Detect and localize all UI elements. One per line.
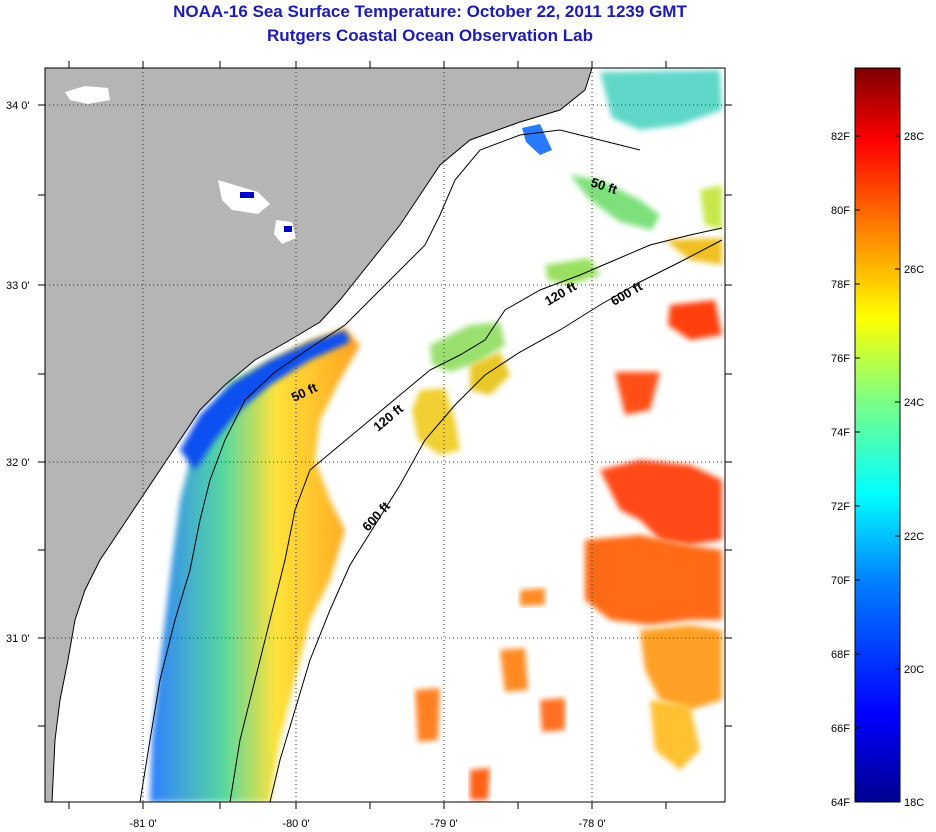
lake-cold [240,192,254,198]
sst-warm-patch [668,300,722,340]
colorbar-f-label: 82F [831,131,850,143]
colorbar-f-label: 68F [831,649,850,661]
lon-label: -81 0' [129,818,156,830]
isobath-120ft [229,227,723,802]
chart-title: NOAA-16 Sea Surface Temperature: October… [173,2,687,21]
graticule [45,68,725,802]
sst-patch [412,388,460,455]
colorbar-f-label: 70F [831,575,850,587]
sst-warm-patch [520,588,545,606]
colorbar-f-label: 74F [831,427,850,439]
sst-warm-patch [585,535,722,625]
sst-patch [665,238,722,265]
sst-patch [545,258,600,285]
sst-warm-patch [650,700,700,770]
sst-warm-patch [415,688,440,742]
map-frame [44,67,726,803]
colorbar-f-label: 80F [831,205,850,217]
isobath-50ft [139,129,641,802]
axis-ticks [38,61,732,809]
lake [65,86,110,104]
isobath-600ft [269,239,723,802]
colorbar-f-label: 64F [831,797,850,809]
chart-subtitle: Rutgers Coastal Ocean Observation Lab [267,26,593,45]
lat-label: 32 0' [6,457,30,469]
sst-warm-patch [500,648,528,692]
colorbar [854,67,901,803]
sst-warm-patch [640,625,722,710]
lake-cold [284,226,292,232]
colorbar-f-label: 72F [831,501,850,513]
sst-patch [430,322,505,372]
lon-label: -78 0' [578,818,605,830]
lat-label: 31 0' [6,633,30,645]
colorbar-f-label: 66F [831,723,850,735]
colorbar-c-label: 18C [904,797,924,809]
colorbar-f-label: 76F [831,353,850,365]
lat-label: 34 0' [6,100,30,112]
coastline [51,68,593,802]
colorbar-c-label: 24C [904,397,924,409]
land-mass [45,68,592,802]
colorbar-f-label: 78F [831,279,850,291]
sst-warm-patch [600,460,722,545]
lon-label: -80 0' [282,818,309,830]
sst-patch [522,124,552,155]
sst-warm-patch [540,698,565,732]
colorbar-c-label: 28C [904,131,924,143]
sst-warm-patch [615,372,660,415]
sst-warm-patch [470,768,490,800]
sst-patch [600,70,722,130]
colorbar-c-label: 20C [904,664,924,676]
lon-label: -79 0' [430,818,457,830]
sst-patch [470,352,510,395]
colorbar-c-label: 26C [904,264,924,276]
sst-cold-strip [180,330,350,470]
colorbar-c-label: 22C [904,531,924,543]
colorbar-ticks [855,135,900,729]
lat-label: 33 0' [6,280,30,292]
sst-patch [700,185,722,230]
